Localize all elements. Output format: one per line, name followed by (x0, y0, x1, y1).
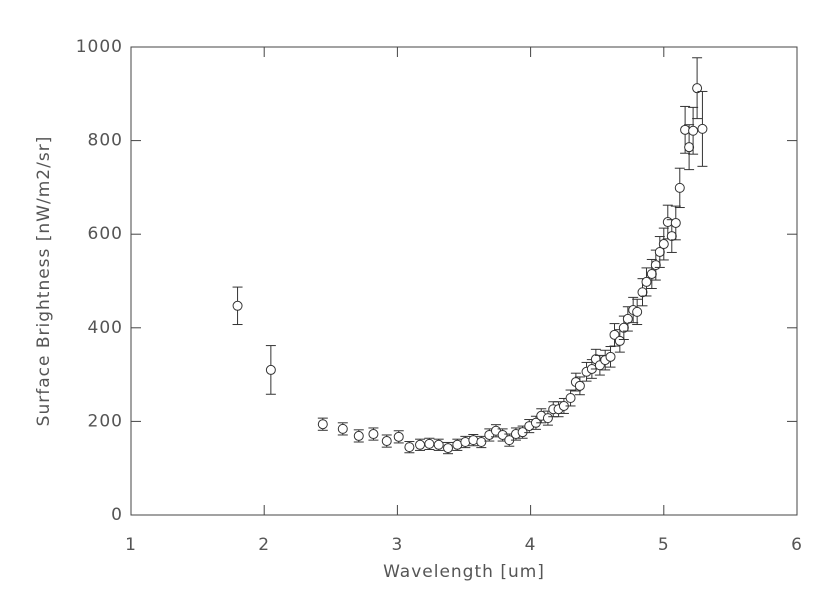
y-tick-label: 1000 (76, 37, 123, 57)
data-point (637, 287, 648, 298)
data-point (460, 436, 471, 447)
data-point (641, 276, 652, 287)
data-point (404, 442, 415, 453)
data-point (565, 393, 576, 403)
data-point (368, 429, 379, 440)
data-point (393, 431, 404, 442)
data-point (650, 260, 661, 271)
data-point (443, 443, 454, 454)
x-tick-label: 6 (791, 535, 803, 555)
data-point (692, 83, 703, 94)
data-point (618, 322, 629, 333)
plot-frame (130, 46, 798, 516)
data-point (353, 430, 364, 441)
data-point (574, 380, 585, 391)
data-point (614, 335, 625, 346)
data-point (433, 439, 444, 450)
data-point (632, 306, 643, 317)
data-point (232, 300, 243, 311)
data-point (674, 182, 685, 193)
y-tick-label: 0 (111, 505, 123, 525)
y-tick-label: 800 (88, 131, 123, 151)
data-point (265, 364, 276, 375)
x-tick-label: 3 (391, 535, 403, 555)
x-tick-label: 2 (258, 535, 270, 555)
data-point (415, 439, 426, 450)
data-point (697, 123, 708, 134)
x-tick-label: 4 (525, 535, 537, 555)
data-point (654, 246, 665, 257)
data-point (646, 268, 657, 279)
data-point (542, 413, 553, 424)
y-tick-label: 600 (88, 224, 123, 244)
x-axis-label: Wavelength [um] (383, 562, 545, 582)
data-point (424, 438, 435, 449)
data-point (605, 351, 616, 362)
data-point (684, 142, 695, 153)
y-tick-label: 400 (88, 318, 123, 338)
x-tick-label: 5 (658, 535, 670, 555)
data-point (497, 429, 508, 440)
y-axis-label: Surface Brightness [nW/m2/sr] (34, 136, 54, 427)
data-point (337, 423, 348, 434)
y-tick-label: 200 (88, 411, 123, 431)
data-point (476, 436, 487, 447)
data-point (670, 217, 681, 228)
data-point (622, 313, 633, 324)
x-tick-label: 1 (125, 535, 137, 555)
data-point (317, 419, 328, 430)
data-point (468, 435, 479, 446)
data-point (666, 231, 677, 242)
data-point (381, 436, 392, 447)
data-point (688, 125, 699, 136)
data-point (658, 239, 669, 250)
